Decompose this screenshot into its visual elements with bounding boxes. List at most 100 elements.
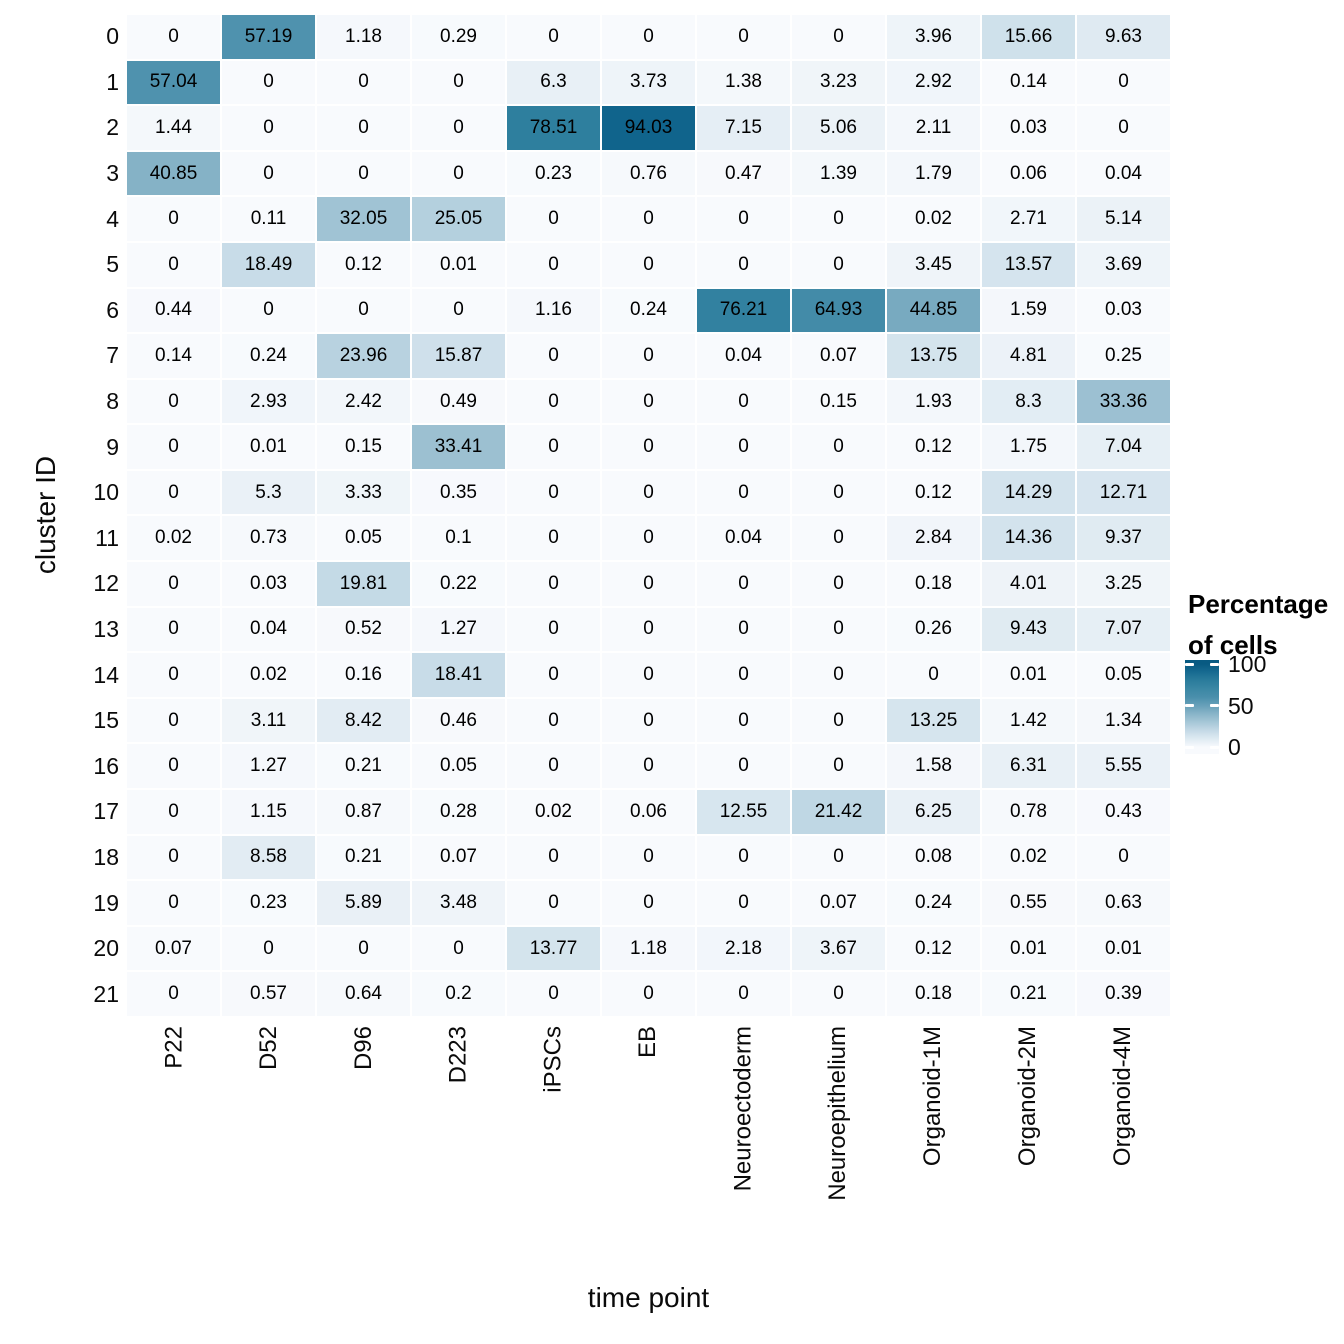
heatmap-cell: 0	[697, 881, 790, 925]
heatmap-cell: 9.37	[1077, 516, 1170, 561]
heatmap-cell: 0	[602, 379, 695, 424]
heatmap-cell: 0	[697, 698, 790, 743]
heatmap-cell: 6.25	[887, 790, 980, 834]
heatmap-cell: 0	[507, 698, 600, 743]
heatmap-cell: 0	[127, 698, 220, 743]
heatmap-cell: 0	[887, 653, 980, 697]
heatmap-cell: 0.04	[1077, 151, 1170, 196]
heatmap-cell: 0	[602, 698, 695, 743]
heatmap-cell: 0.07	[127, 926, 220, 971]
heatmap-cell: 0	[127, 653, 220, 697]
colorbar-tick-mark	[1185, 663, 1194, 666]
heatmap-cell: 0	[127, 607, 220, 652]
heatmap-cell: 0.24	[222, 334, 315, 378]
y-tick-label: 10	[93, 479, 119, 506]
heatmap-cell: 0	[507, 744, 600, 789]
heatmap-cell: 8.58	[222, 835, 315, 880]
heatmap-cell: 0	[127, 470, 220, 515]
y-tick-label: 9	[106, 433, 119, 460]
heatmap-cell: 0.35	[412, 470, 505, 515]
heatmap-cell: 4.81	[982, 334, 1075, 378]
x-tick-column: Neuroectoderm	[696, 1026, 791, 1276]
heatmap-cell: 0.21	[982, 972, 1075, 1016]
heatmap-cell: 0.87	[317, 790, 410, 834]
heatmap-cell: 6.3	[507, 60, 600, 105]
heatmap-cell: 0	[507, 835, 600, 880]
heatmap-cell: 2.84	[887, 516, 980, 561]
y-tick-label: 3	[106, 160, 119, 187]
heatmap-cell: 0.12	[887, 425, 980, 469]
heatmap-cell: 0.18	[887, 972, 980, 1016]
heatmap-cell: 1.75	[982, 425, 1075, 469]
heatmap-cell: 12.71	[1077, 470, 1170, 515]
heatmap-cell: 0.11	[222, 197, 315, 241]
heatmap-cell: 0	[507, 197, 600, 241]
heatmap-cell: 7.04	[1077, 425, 1170, 469]
heatmap-cell: 0	[602, 835, 695, 880]
heatmap-cell: 0	[317, 60, 410, 105]
heatmap-cell: 6.31	[982, 744, 1075, 789]
heatmap-cell: 0	[697, 425, 790, 469]
heatmap-cell: 0	[222, 106, 315, 150]
heatmap-cell: 0	[792, 744, 885, 789]
heatmap-cell: 0	[792, 972, 885, 1016]
y-tick-label: 16	[93, 752, 119, 779]
heatmap-cell: 1.18	[602, 926, 695, 971]
heatmap-cell: 5.14	[1077, 197, 1170, 241]
heatmap-cell: 0.28	[412, 790, 505, 834]
x-tick-column: Organoid-2M	[980, 1026, 1075, 1276]
heatmap-cell: 18.41	[412, 653, 505, 697]
heatmap-cell: 0.18	[887, 562, 980, 606]
x-tick-label: Neuroepithelium	[824, 1026, 852, 1201]
heatmap-cell: 57.04	[127, 60, 220, 105]
x-tick-column: D52	[222, 1026, 317, 1276]
colorbar-tick-mark	[1185, 704, 1194, 707]
heatmap-cell: 0	[602, 334, 695, 378]
heatmap-cell: 0.04	[697, 516, 790, 561]
heatmap-cell: 0	[792, 516, 885, 561]
heatmap-cell: 76.21	[697, 288, 790, 333]
heatmap-cell: 13.25	[887, 698, 980, 743]
heatmap-cell: 3.23	[792, 60, 885, 105]
y-tick-label: 14	[93, 661, 119, 688]
heatmap-cell: 0.06	[982, 151, 1075, 196]
heatmap-cell: 0.12	[887, 926, 980, 971]
heatmap-cell: 0	[1077, 60, 1170, 105]
heatmap-cell: 0	[412, 926, 505, 971]
y-tick-label: 6	[106, 296, 119, 323]
heatmap-cell: 0	[507, 972, 600, 1016]
heatmap-cell: 0	[1077, 106, 1170, 150]
heatmap-cell: 0	[127, 972, 220, 1016]
heatmap-cell: 0	[602, 516, 695, 561]
heatmap-cell: 0.57	[222, 972, 315, 1016]
heatmap-cell: 0	[127, 835, 220, 880]
heatmap-cell: 0	[697, 242, 790, 287]
heatmap-cell: 0.22	[412, 562, 505, 606]
heatmap-cell: 0.05	[1077, 653, 1170, 697]
y-tick-label: 7	[106, 342, 119, 369]
heatmap-cell: 12.55	[697, 790, 790, 834]
heatmap-cell: 0	[507, 607, 600, 652]
heatmap-cell: 0	[697, 744, 790, 789]
heatmap-cell: 32.05	[317, 197, 410, 241]
y-tick-label: 19	[93, 889, 119, 916]
heatmap-cell: 0.55	[982, 881, 1075, 925]
heatmap-cell: 0	[602, 242, 695, 287]
heatmap-cell: 4.01	[982, 562, 1075, 606]
heatmap-cell: 1.93	[887, 379, 980, 424]
heatmap-cell: 1.18	[317, 15, 410, 59]
y-axis-tick-labels: 0 1 2 3 4 5 6 7 8 9 10 11 12 13 14 15 16 17 18 19 20 21	[0, 15, 119, 1016]
heatmap-cell: 0.1	[412, 516, 505, 561]
heatmap-cell: 13.77	[507, 926, 600, 971]
heatmap-cell: 78.51	[507, 106, 600, 150]
y-tick-label: 13	[93, 615, 119, 642]
heatmap-cell: 0.52	[317, 607, 410, 652]
heatmap-cell: 0.12	[317, 242, 410, 287]
x-tick-label: iPSCs	[539, 1026, 567, 1093]
y-tick-label: 5	[106, 251, 119, 278]
y-tick-label: 2	[106, 114, 119, 141]
y-tick-label: 0	[106, 23, 119, 50]
heatmap-cell: 0	[792, 425, 885, 469]
heatmap-cell: 64.93	[792, 288, 885, 333]
heatmap-cell: 0	[127, 790, 220, 834]
